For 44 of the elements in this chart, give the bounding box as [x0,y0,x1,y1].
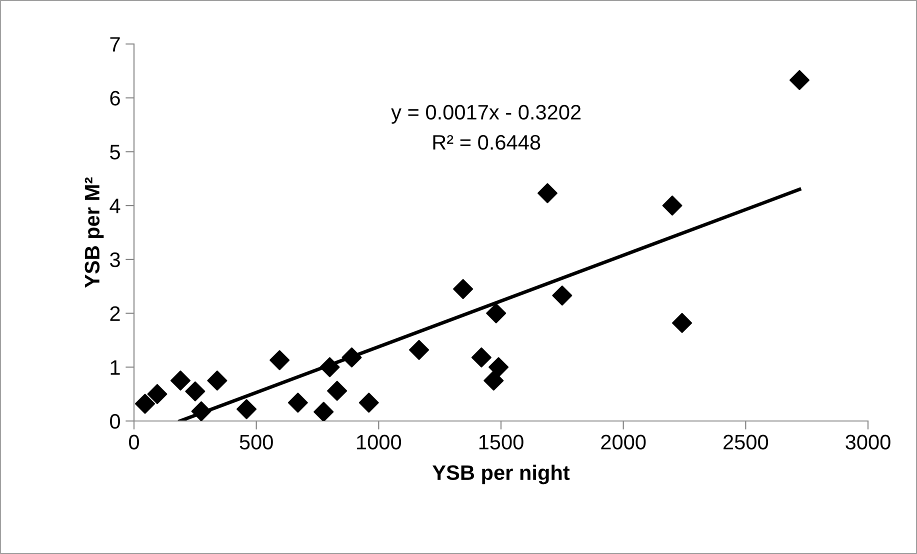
x-tick-label: 2000 [601,434,646,450]
point [147,384,168,404]
y-tick-label: 3 [110,252,120,268]
point [320,357,340,378]
point [314,402,334,421]
y-tick-label: 7 [110,37,120,52]
point [170,370,190,391]
point [486,303,506,324]
x-tick-label: 1000 [357,434,402,450]
point [789,70,810,90]
point [471,347,492,368]
annotation: R² = 0.6448 [433,135,540,150]
point [484,370,504,391]
point [270,350,290,370]
annotation: y = 0.0017x - 0.3202 [391,104,581,124]
y-tick-label: 0 [110,414,120,429]
point [327,380,348,401]
x-tick-label: 3000 [846,434,890,450]
point [358,392,379,413]
y-axis-title: YSB per M² [84,177,104,288]
x-tick-label: 2500 [724,434,768,450]
point [537,183,558,204]
point [342,347,362,368]
y-tick-label: 1 [110,360,120,375]
point [236,399,257,420]
x-tick-label: 1500 [479,434,524,450]
y-tick-label: 4 [110,198,120,214]
y-tick-label: 6 [110,90,120,106]
point [488,357,509,378]
point [453,279,474,300]
y-tick-label: 5 [110,144,120,160]
point [288,392,308,413]
point [191,401,212,421]
point [135,394,156,414]
y-tick-label: 2 [110,306,120,321]
point [185,381,206,402]
x-tick-label: 500 [240,434,273,450]
point [207,370,228,391]
x-tick-label: 0 [129,434,139,450]
point [409,340,430,360]
point [662,196,682,216]
x-axis-title: YSB per night [432,464,570,484]
point [672,312,692,333]
point [552,286,572,306]
